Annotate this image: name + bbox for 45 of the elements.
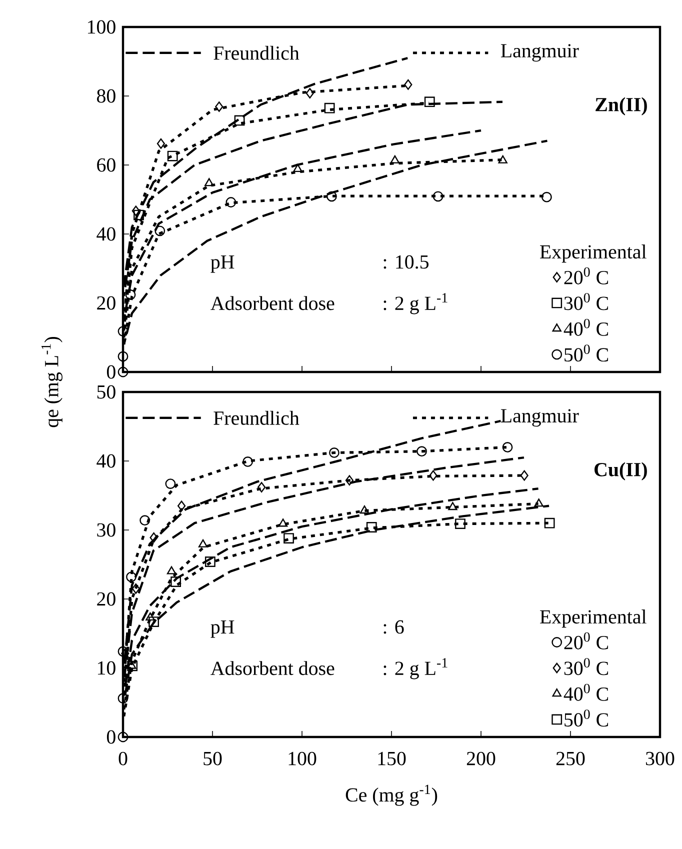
annotation: : 10.5 [384, 255, 429, 269]
legend-label: 40$^{0}$ C [564, 318, 608, 336]
y-tick-label: 100 [88, 20, 116, 34]
y-tick-label: 40 [96, 454, 116, 468]
annotation: pH [210, 255, 234, 273]
legend-title: Experimental [540, 610, 646, 628]
x-tick-label: 250 [556, 752, 585, 766]
legend-label: Freundlich [214, 46, 300, 60]
x-tick-label: 300 [646, 752, 674, 766]
annotation: pH [210, 620, 234, 638]
y-tick-label: 0 [106, 365, 116, 379]
x-tick-label: 0 [118, 752, 128, 766]
y-tick-label: 30 [97, 523, 116, 537]
legend-label: Freundlich [214, 410, 300, 425]
legend-label: Langmuir [500, 44, 579, 62]
legend-label: 30$^{0}$ C [564, 293, 608, 310]
legend-label: 20$^{0}$ C [564, 632, 608, 650]
y-axis-title: qe (mg L$^{-1}$) [41, 336, 62, 428]
legend-label: 50$^{0}$ C [564, 344, 608, 362]
legend-title: Experimental [540, 244, 646, 263]
annotation: : 2 g L$^{-1}$ [384, 658, 448, 680]
x-tick-label: 150 [378, 752, 406, 766]
y-tick-label: 40 [96, 227, 116, 241]
y-tick-label: 10 [98, 661, 116, 675]
annotation: : 6 [384, 620, 404, 634]
y-tick-label: 50 [97, 385, 116, 399]
text: Zn(II) [596, 97, 647, 116]
y-tick-label: 20 [97, 296, 116, 310]
legend-label: 30$^{0}$ C [564, 658, 608, 676]
annotation: Adsorbent dose [210, 296, 334, 310]
y-tick-label: 20 [97, 592, 116, 606]
annotation: : 2 g L$^{-1}$ [384, 293, 448, 314]
y-tick-label: 60 [97, 158, 116, 172]
y-tick-label: 80 [97, 89, 116, 103]
y-tick-label: 0 [106, 730, 116, 744]
annotation: Adsorbent dose [210, 661, 334, 676]
x-axis-title: Ce (mg g$^{-1}$) [346, 784, 438, 806]
x-tick-label: 200 [466, 752, 496, 766]
text: Cu(II) [594, 462, 647, 480]
legend-label: 20$^{0}$ C [564, 267, 608, 284]
legend-label: 50$^{0}$ C [564, 710, 608, 727]
x-tick-label: 100 [288, 752, 316, 766]
legend-label: Langmuir [500, 409, 579, 427]
legend-label: 40$^{0}$ C [564, 684, 608, 701]
x-tick-label: 50 [204, 752, 222, 766]
